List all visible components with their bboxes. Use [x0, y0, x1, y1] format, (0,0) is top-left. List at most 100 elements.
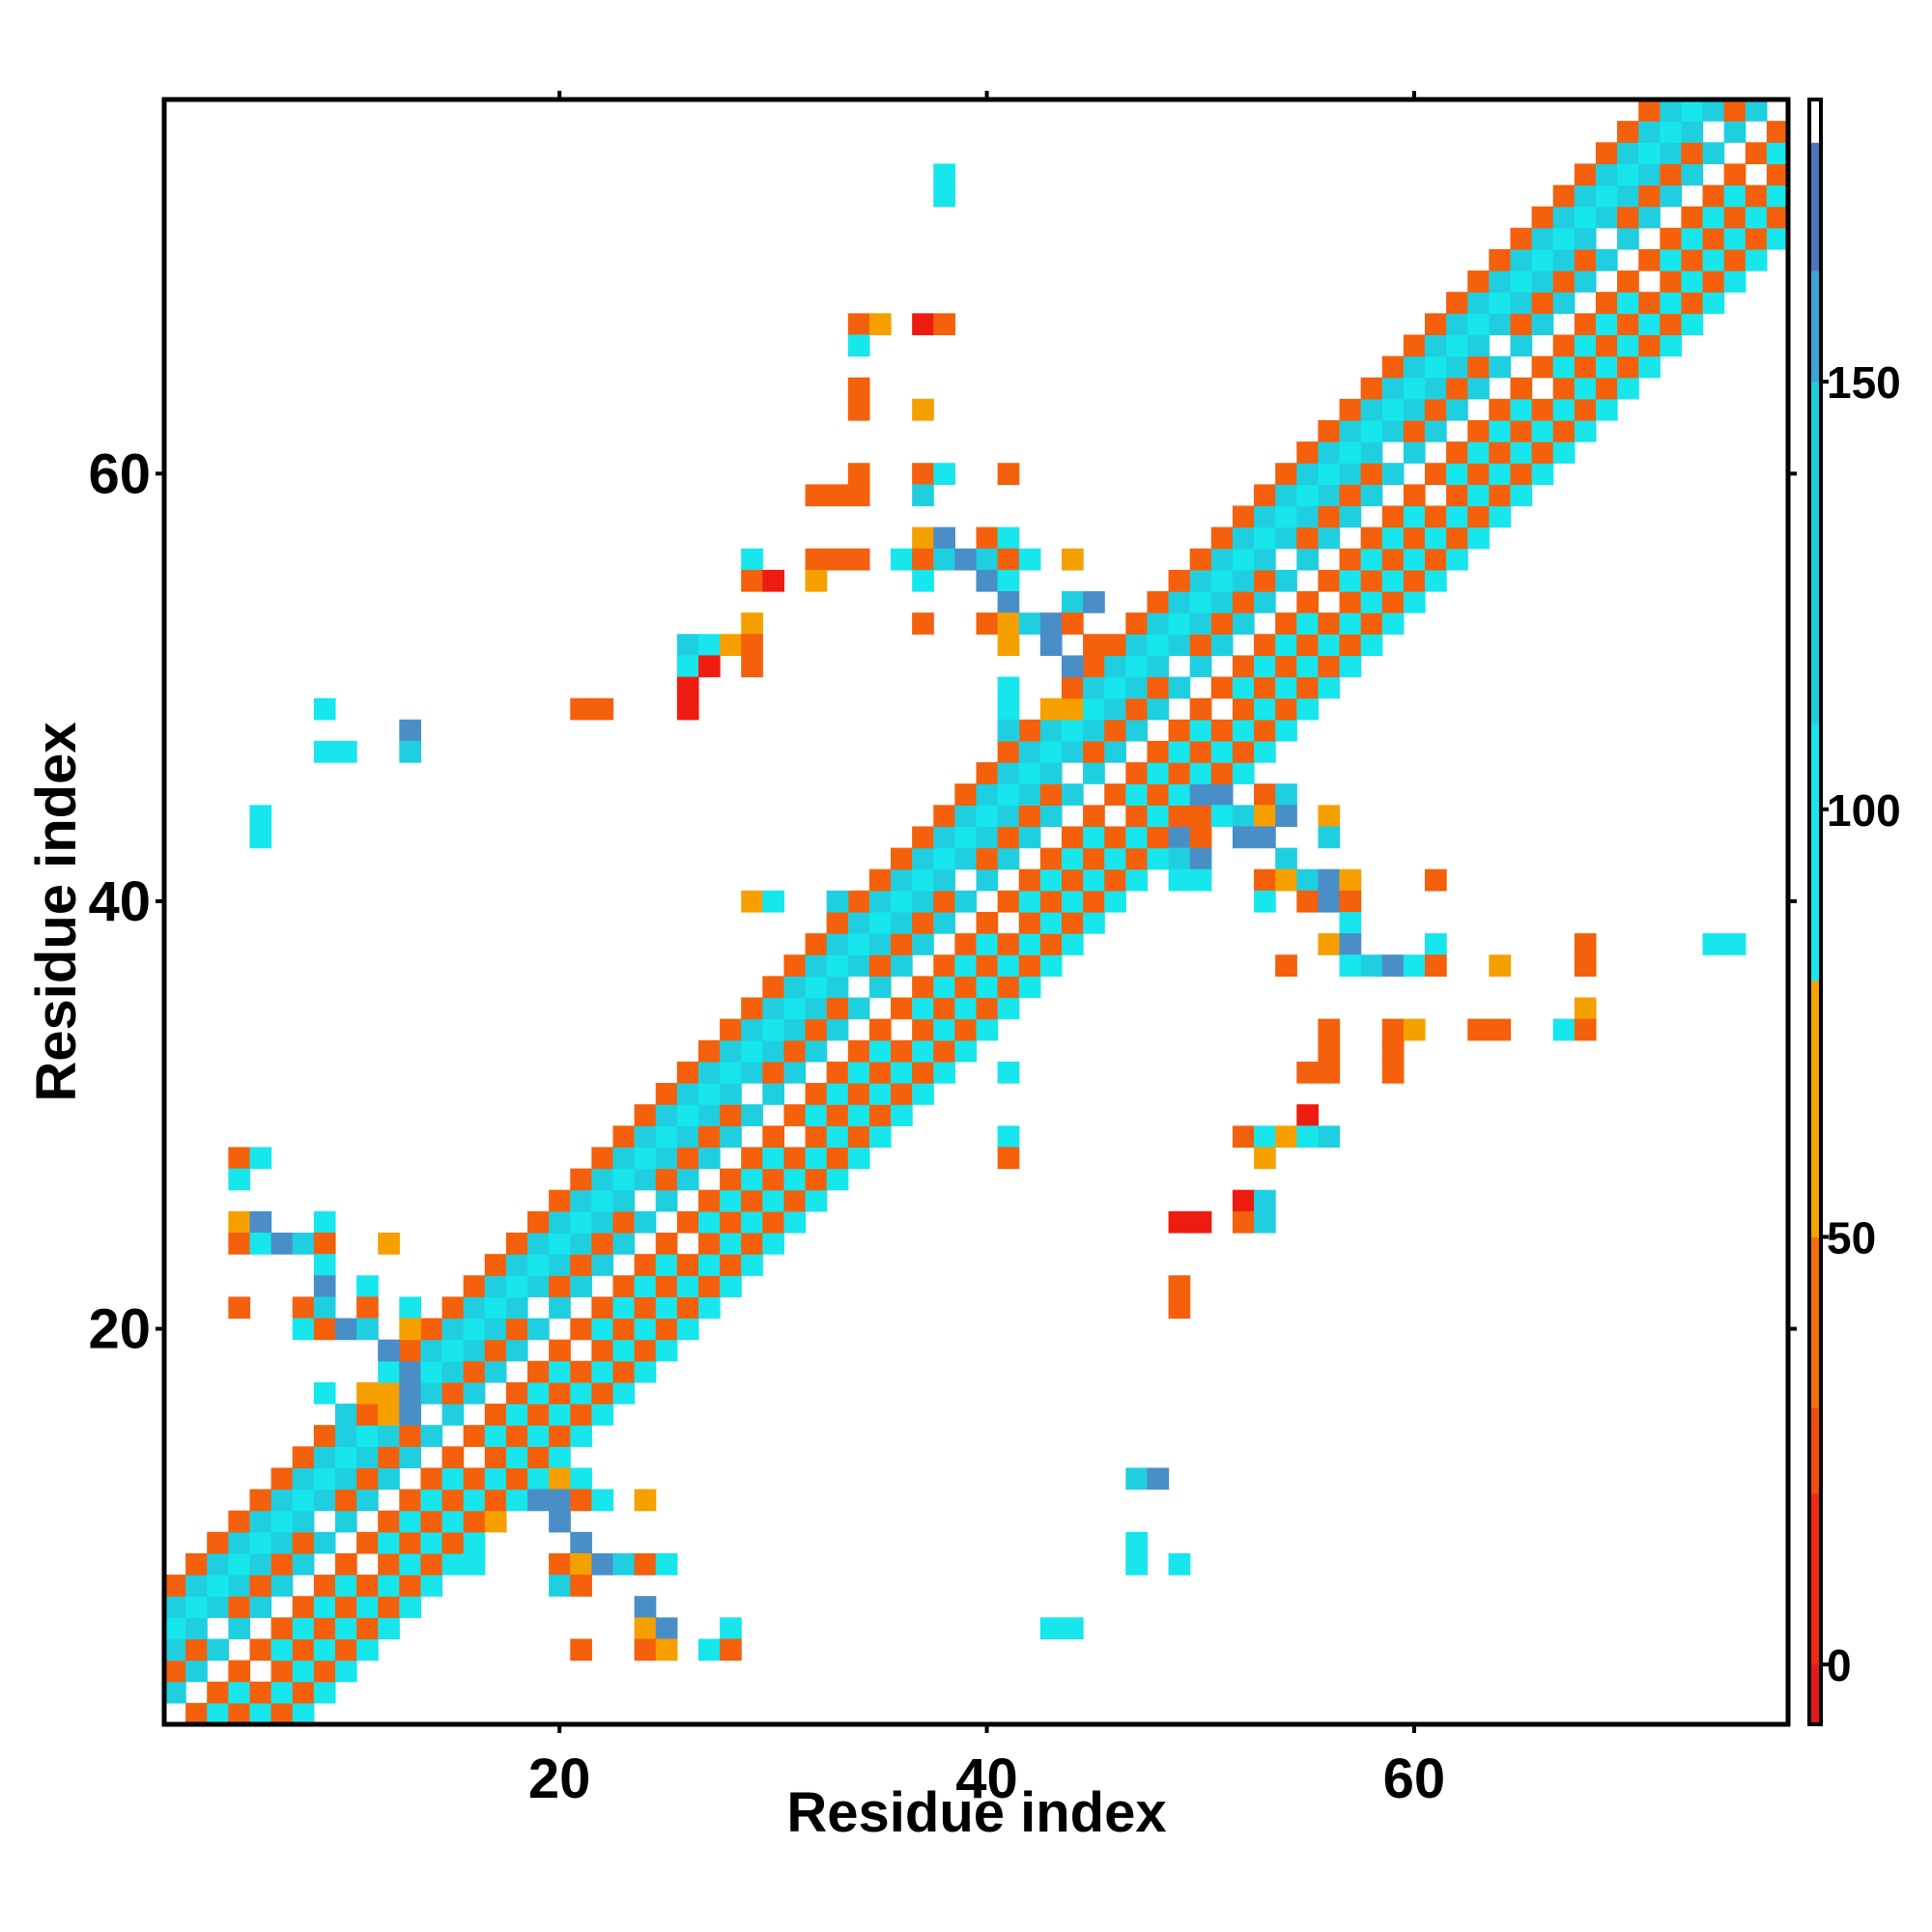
heatmap-cell	[976, 526, 999, 550]
heatmap-cell	[783, 1104, 807, 1126]
heatmap-cell	[334, 1596, 357, 1618]
heatmap-cell	[1318, 826, 1341, 849]
heatmap-cell	[697, 1638, 721, 1662]
heatmap-cell	[1360, 954, 1383, 977]
heatmap-cell	[697, 1210, 721, 1234]
heatmap-cell	[505, 1232, 528, 1255]
colorbar: 0 50 100 150	[1807, 98, 1901, 1726]
heatmap-cell	[1446, 441, 1468, 464]
heatmap-cell	[334, 1318, 357, 1341]
heatmap-cell	[1424, 398, 1447, 421]
heatmap-cell	[847, 997, 870, 1020]
heatmap-cell	[1018, 890, 1041, 913]
heatmap-cell	[292, 1531, 315, 1554]
heatmap-cell	[1360, 612, 1383, 635]
heatmap-cell	[1210, 805, 1234, 828]
heatmap-cell	[655, 1232, 678, 1255]
heatmap-cell	[1125, 1531, 1149, 1554]
heatmap-cell	[1723, 99, 1747, 122]
heatmap-cell	[1617, 206, 1639, 229]
heatmap-cell	[441, 1381, 465, 1405]
heatmap-cell	[1339, 463, 1362, 485]
colorbar-frame	[1807, 98, 1823, 1726]
heatmap-cell	[1147, 591, 1170, 613]
heatmap-cell	[1574, 419, 1597, 442]
heatmap-cell	[933, 548, 955, 571]
heatmap-cell	[591, 1552, 614, 1576]
heatmap-cell	[868, 1039, 892, 1063]
heatmap-cell	[463, 1318, 486, 1341]
heatmap-cell	[1210, 740, 1234, 763]
heatmap-cell	[912, 890, 934, 913]
heatmap-cell	[1210, 676, 1234, 699]
heatmap-cell	[933, 847, 955, 870]
heatmap-cell	[1339, 954, 1362, 977]
heatmap-cell	[912, 997, 934, 1020]
heatmap-cell	[976, 826, 999, 849]
heatmap-cell	[591, 697, 614, 721]
heatmap-cell	[292, 1702, 315, 1725]
heatmap-cell	[1189, 719, 1212, 742]
heatmap-cell	[997, 1125, 1020, 1149]
heatmap-cell	[1531, 270, 1554, 293]
heatmap-cell	[1617, 227, 1639, 250]
heatmap-cell	[1147, 805, 1170, 828]
heatmap-cell	[762, 1083, 785, 1105]
heatmap-cell	[1039, 1617, 1063, 1640]
heatmap-cell	[1275, 954, 1297, 977]
heatmap-cell	[826, 976, 849, 999]
heatmap-cell	[1147, 634, 1170, 657]
heatmap-cell	[1489, 1018, 1512, 1041]
heatmap-cell	[570, 1425, 592, 1447]
heatmap-cell	[1210, 548, 1234, 571]
heatmap-cell	[1467, 526, 1490, 550]
heatmap-cell	[1339, 484, 1362, 507]
heatmap-cell	[570, 1189, 592, 1212]
heatmap-cell	[1381, 377, 1405, 400]
heatmap-cell	[720, 1018, 742, 1041]
heatmap-cell	[1467, 377, 1490, 400]
heatmap-cell	[612, 1552, 636, 1576]
heatmap-cell	[463, 1360, 486, 1383]
heatmap-cell	[1660, 334, 1683, 357]
heatmap-cell	[976, 569, 999, 592]
heatmap-cell	[720, 1104, 742, 1126]
heatmap-cell	[912, 1083, 934, 1105]
heatmap-cell	[612, 1339, 636, 1362]
heatmap-cell	[185, 1552, 208, 1576]
heatmap-cell	[912, 868, 934, 892]
heatmap-cell	[612, 1318, 636, 1341]
heatmap-cell	[1638, 121, 1661, 143]
heatmap-cell	[655, 1083, 678, 1105]
heatmap-cell	[1381, 463, 1405, 485]
heatmap-cell	[1489, 292, 1512, 314]
heatmap-cell	[1189, 697, 1212, 721]
plot-frame	[161, 97, 1791, 1727]
heatmap-cell	[356, 1318, 379, 1341]
heatmap-cell	[1125, 612, 1149, 635]
heatmap-cell	[826, 954, 849, 977]
heatmap-cell	[292, 1467, 315, 1491]
heatmap-cell	[1018, 954, 1041, 977]
heatmap-cell	[313, 1318, 336, 1341]
heatmap-cell	[399, 740, 422, 763]
heatmap-cell	[655, 1104, 678, 1126]
heatmap-cell	[1574, 334, 1597, 357]
heatmap-cell	[1254, 1125, 1276, 1149]
heatmap-cell	[762, 1147, 785, 1170]
heatmap-cell	[997, 762, 1020, 784]
heatmap-cell	[1424, 377, 1447, 400]
heatmap-cell	[399, 1552, 422, 1576]
heatmap-cell	[1061, 676, 1084, 699]
heatmap-cell	[1275, 569, 1297, 592]
heatmap-cell	[505, 1254, 528, 1276]
heatmap-cell	[570, 1210, 592, 1234]
heatmap-cell	[1254, 569, 1276, 592]
heatmap-cell	[1275, 847, 1297, 870]
heatmap-cell	[1510, 248, 1533, 271]
heatmap-cell	[891, 912, 913, 934]
heatmap-cell	[1232, 1125, 1255, 1149]
heatmap-cell	[1254, 719, 1276, 742]
heatmap-cell	[1318, 1018, 1341, 1041]
heatmap-cell	[655, 1275, 678, 1297]
